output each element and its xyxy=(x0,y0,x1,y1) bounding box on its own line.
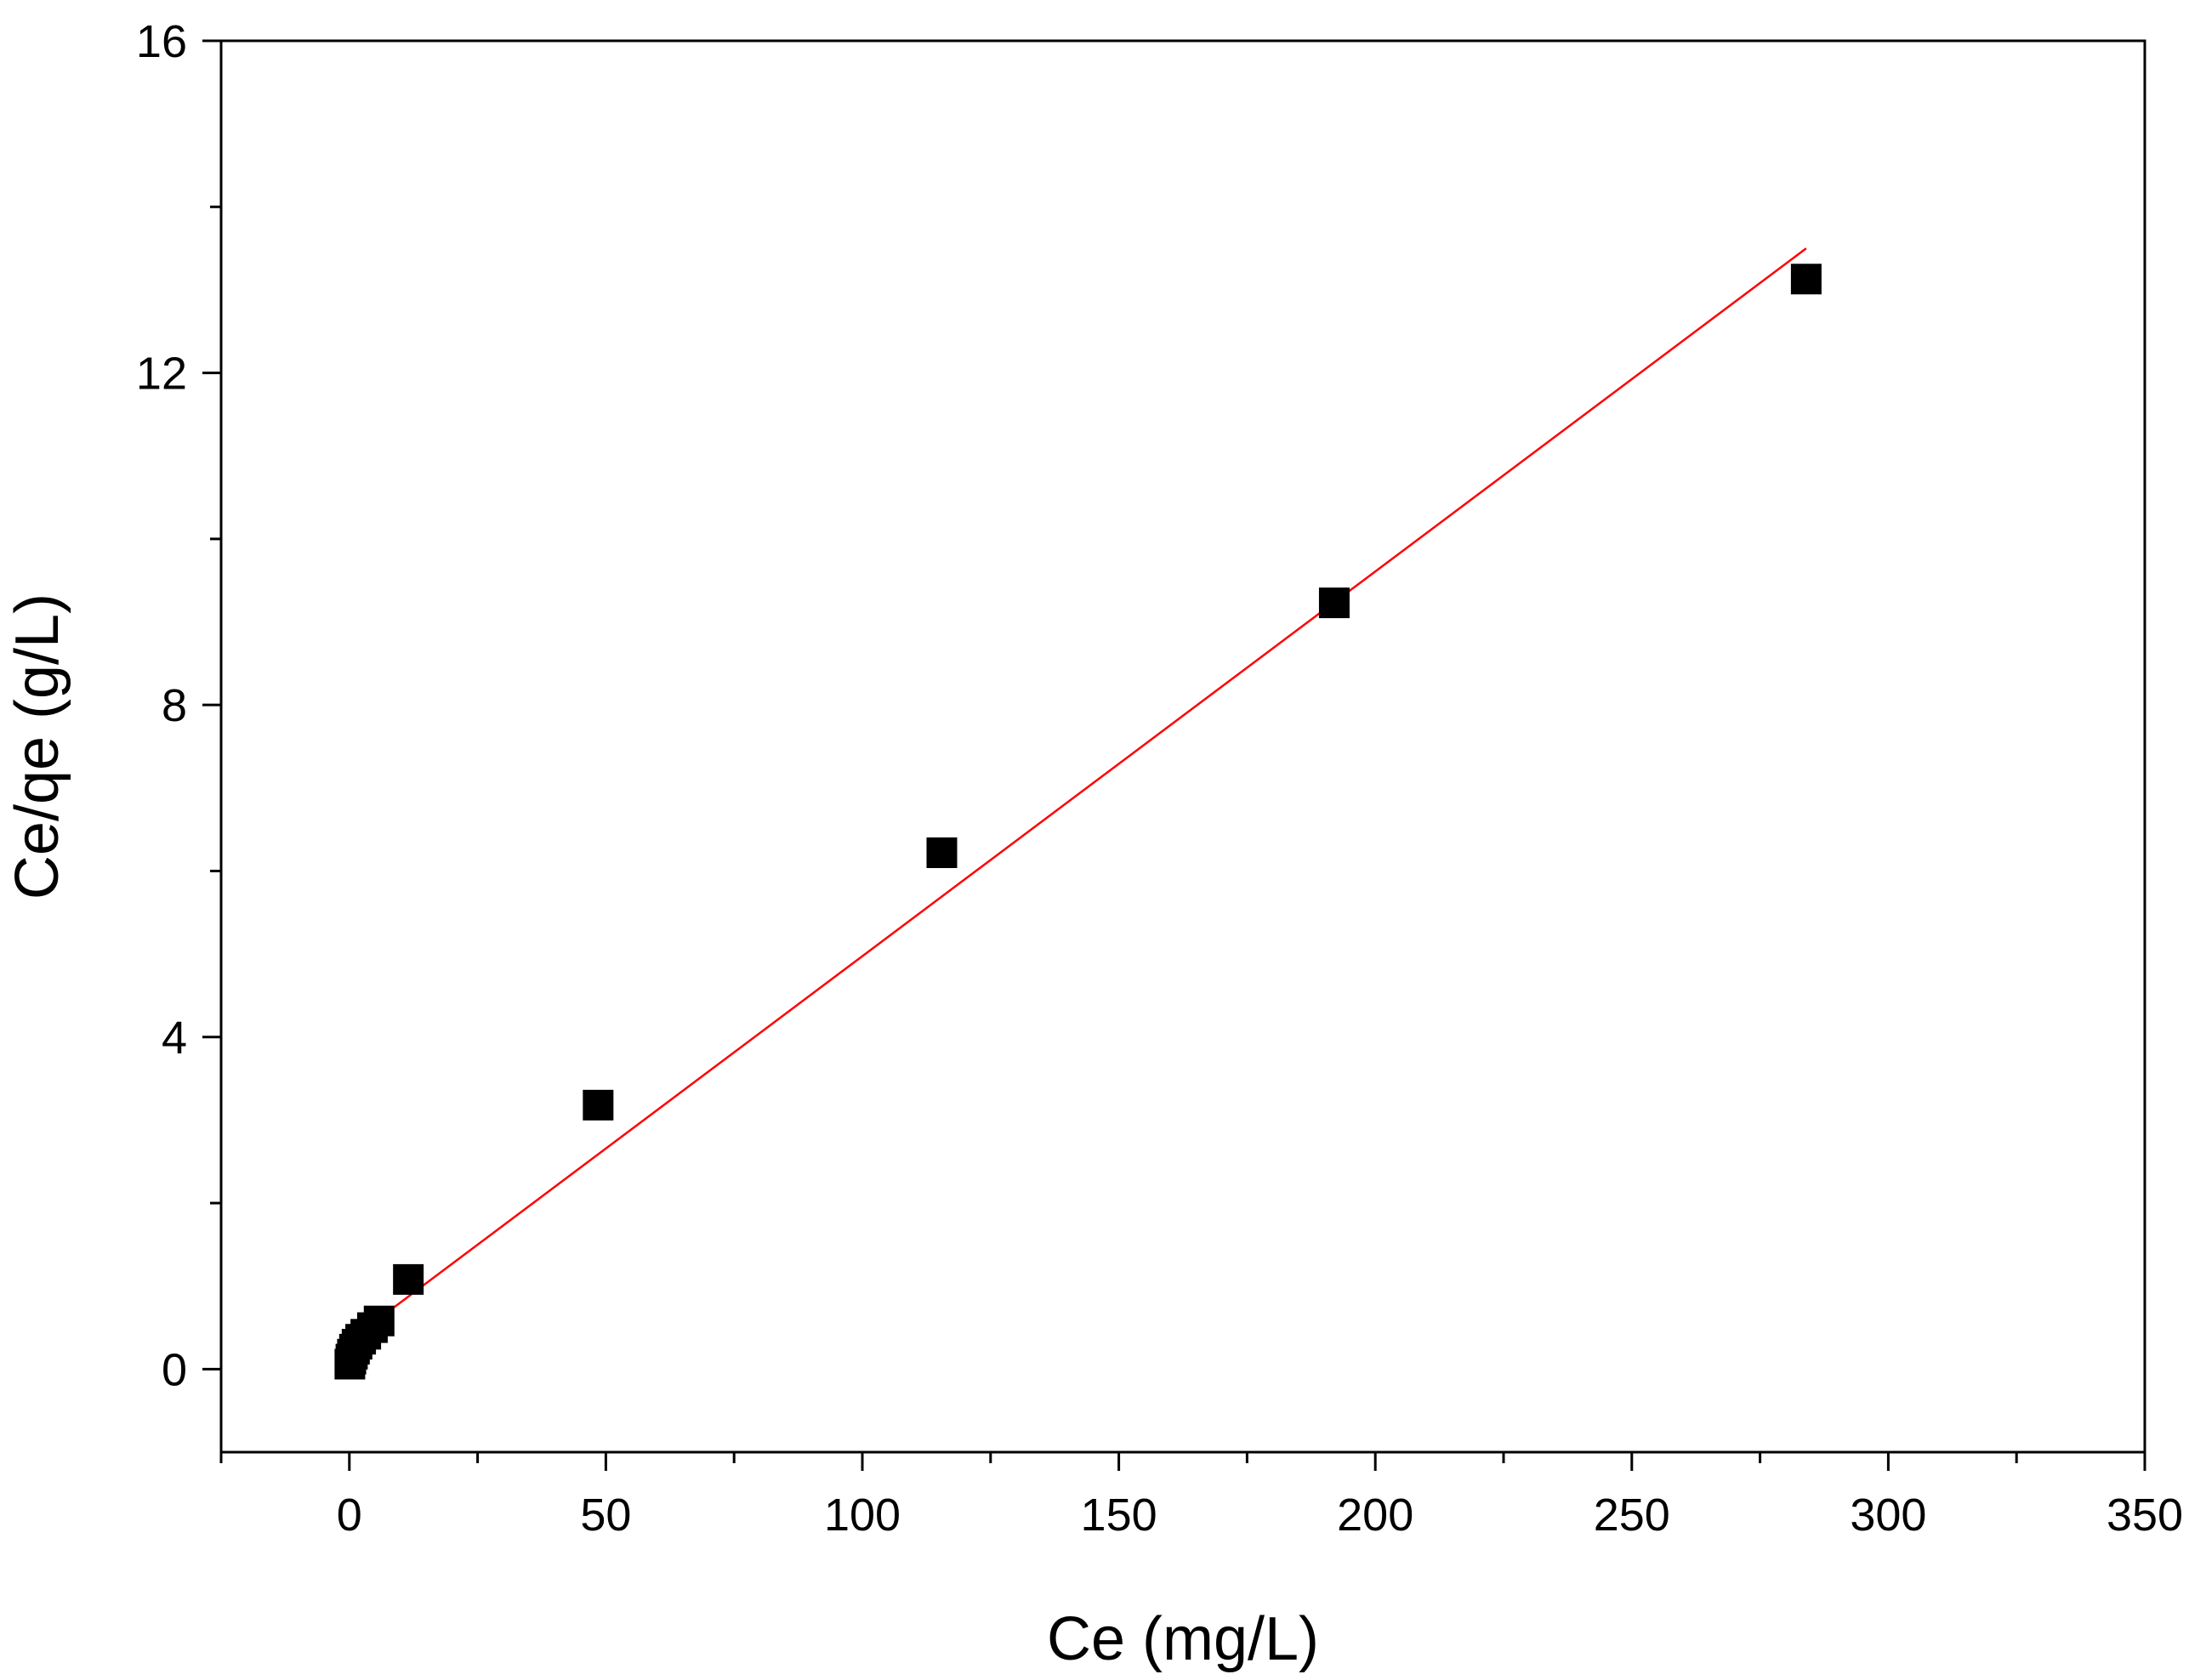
x-tick-label: 300 xyxy=(1850,1490,1926,1541)
y-tick-label: 8 xyxy=(162,680,187,731)
y-tick-label: 12 xyxy=(136,349,187,400)
data-point xyxy=(1318,587,1350,619)
plot-area xyxy=(219,39,2146,1454)
fit-line xyxy=(350,247,1807,1342)
data-point xyxy=(926,837,958,868)
x-axis-title: Ce (mg/L) xyxy=(1047,1605,1319,1673)
y-axis-title: Ce/qe (g/L) xyxy=(3,593,71,900)
data-point xyxy=(1790,264,1822,295)
x-axis: 0 50 100 150 200 250 300 350 xyxy=(219,1452,2183,1541)
y-axis: 0 4 8 12 16 xyxy=(136,16,221,1395)
data-point xyxy=(363,1305,395,1337)
x-tick-label: 350 xyxy=(2107,1490,2183,1541)
x-tick-label: 150 xyxy=(1081,1490,1157,1541)
data-points xyxy=(334,264,1822,1380)
data-point xyxy=(583,1089,614,1121)
x-tick-label: 0 xyxy=(337,1490,362,1541)
x-tick-label: 50 xyxy=(580,1490,631,1541)
x-tick-label: 100 xyxy=(824,1490,901,1541)
fit-line-layer xyxy=(350,247,1807,1342)
y-tick-label: 4 xyxy=(162,1013,187,1064)
y-tick-label: 0 xyxy=(162,1344,187,1395)
x-tick-label: 200 xyxy=(1337,1490,1413,1541)
y-tick-label: 16 xyxy=(136,16,187,67)
x-tick-label: 250 xyxy=(1594,1490,1670,1541)
data-point xyxy=(393,1263,424,1295)
